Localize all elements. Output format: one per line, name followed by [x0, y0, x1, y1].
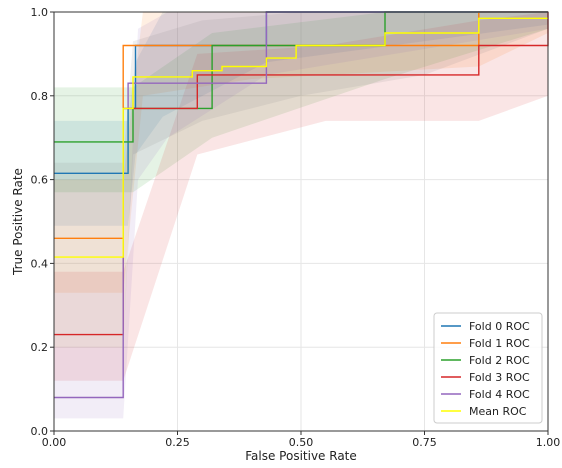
band-fold-3-roc: [54, 12, 548, 381]
band-fold-1-roc: [54, 12, 548, 293]
y-tick-label-3: 0.6: [31, 174, 49, 187]
x-tick-label-2: 0.50: [289, 436, 314, 449]
legend: Fold 0 ROC Fold 1 ROC Fold 2 ROC Fold 3 ROC…: [433, 312, 543, 424]
legend-label-fold-1-roc: Fold 1 ROC: [469, 337, 530, 350]
legend-label-fold-0-roc: Fold 0 ROC: [469, 320, 530, 333]
x-axis-label: False Positive Rate: [245, 449, 357, 463]
y-tick-label-2: 0.4: [31, 257, 49, 270]
line-fold-2-roc: [54, 11, 548, 143]
legend-box: [433, 312, 543, 424]
line-fold-4-roc: [54, 11, 548, 399]
y-tick-label-1: 0.2: [31, 341, 49, 354]
confidence-bands: [54, 12, 548, 419]
line-mean-roc: [54, 17, 548, 258]
band-fold-0-roc: [54, 12, 548, 226]
legend-label-mean-roc: Mean ROC: [469, 405, 527, 418]
y-tick-label-5: 1.0: [31, 6, 49, 19]
x-tick-label-1: 0.25: [165, 436, 190, 449]
legend-label-fold-2-roc: Fold 2 ROC: [469, 354, 530, 367]
band-fold-2-roc: [54, 12, 548, 193]
band-fold-4-roc: [54, 12, 548, 419]
y-axis-ticks: 0.0 0.2 0.4 0.6 0.8 1.0: [31, 6, 54, 438]
x-axis-ticks: 0.00 0.25 0.50 0.75 1.00: [42, 431, 561, 449]
band-mean-roc: [54, 12, 548, 348]
x-tick-label-4: 1.00: [536, 436, 561, 449]
y-tick-label-4: 0.8: [31, 90, 49, 103]
y-tick-label-0: 0.0: [31, 425, 49, 438]
x-tick-label-3: 0.75: [412, 436, 437, 449]
legend-label-fold-4-roc: Fold 4 ROC: [469, 388, 530, 401]
legend-label-fold-3-roc: Fold 3 ROC: [469, 371, 530, 384]
x-tick-label-0: 0.00: [42, 436, 67, 449]
y-axis-label: True Positive Rate: [11, 168, 25, 276]
